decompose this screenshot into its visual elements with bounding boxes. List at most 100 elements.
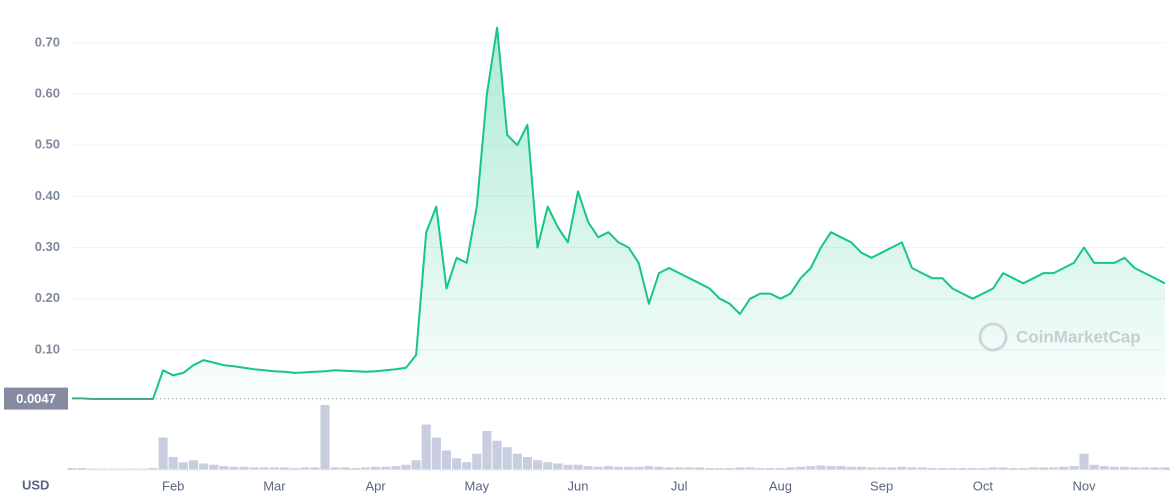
- volume-bar: [968, 468, 978, 470]
- currency-label: USD: [22, 477, 49, 492]
- volume-bar: [917, 467, 927, 470]
- volume-bar: [613, 466, 624, 470]
- volume-bar: [360, 467, 371, 470]
- volume-bar: [543, 462, 553, 470]
- volume-bar: [1059, 466, 1069, 470]
- volume-bar: [603, 466, 613, 470]
- volume-bar: [745, 467, 755, 470]
- volume-bar: [947, 468, 958, 470]
- baseline-box: [4, 387, 68, 410]
- volume-bar: [462, 462, 472, 470]
- volume-bar: [674, 467, 684, 470]
- y-tick-label: 0.20: [35, 290, 60, 305]
- volume-bar: [958, 468, 968, 470]
- volume-bar: [1069, 466, 1079, 470]
- volume-bar: [239, 466, 249, 470]
- volume-bar: [856, 466, 866, 470]
- volume-bar: [279, 467, 290, 470]
- volume-bar: [441, 450, 452, 470]
- volume-bar: [492, 440, 502, 470]
- volume-bar: [512, 453, 522, 470]
- volume-bar: [715, 468, 725, 470]
- volume-bar: [330, 467, 340, 470]
- price-line: [72, 26, 1166, 400]
- volume-bar: [148, 468, 158, 470]
- x-tick-label: Aug: [769, 478, 792, 493]
- volume-bar: [1049, 467, 1059, 470]
- volume-bar: [97, 468, 107, 470]
- volume-bar: [1089, 464, 1099, 470]
- x-tick-label: Jun: [568, 478, 589, 493]
- y-tick-label: 0.40: [35, 188, 60, 203]
- volume-bar: [877, 467, 887, 470]
- volume-bar: [431, 437, 441, 470]
- volume-bar: [199, 463, 209, 470]
- volume-bar: [522, 457, 532, 470]
- volume-bar: [229, 466, 239, 470]
- volume-bar: [897, 466, 907, 470]
- volume-bar: [887, 467, 897, 470]
- volume-bar: [77, 468, 87, 470]
- volume-bar: [624, 466, 634, 470]
- volume-bar: [128, 468, 138, 470]
- volume-bar: [269, 467, 279, 470]
- volume-bar: [634, 466, 644, 470]
- volume-bar: [209, 464, 219, 470]
- volume-bar: [927, 468, 937, 470]
- volume-bar: [381, 466, 391, 470]
- volume-bar: [320, 405, 330, 470]
- volume-bar: [1119, 466, 1130, 470]
- volume-bar: [452, 458, 462, 470]
- volume-bar: [998, 467, 1008, 470]
- volume-bar: [421, 424, 431, 470]
- x-tick-label: Apr: [365, 478, 386, 493]
- volume-bar: [583, 466, 593, 470]
- plot: 0.10 0.20 0.30 0.40 0.50 0.60 0.70 0.0047 Feb Mar…: [4, 26, 1170, 493]
- volume-bar: [340, 467, 350, 470]
- volume-bar: [735, 467, 745, 470]
- x-tick-label: Nov: [1072, 478, 1096, 493]
- volume-bar: [1008, 468, 1018, 470]
- y-tick-label: 0.10: [35, 341, 60, 356]
- y-tick-label: 0.70: [35, 34, 60, 49]
- volume-bar: [684, 467, 694, 470]
- volume-bar: [836, 466, 846, 470]
- x-tick-label: Sep: [870, 478, 893, 493]
- volume-bar: [168, 457, 178, 470]
- volume-bar: [755, 468, 765, 470]
- volume-bar: [785, 467, 796, 470]
- volume-bar: [1109, 466, 1119, 470]
- y-tick-label: 0.60: [35, 86, 60, 101]
- volume-bar: [401, 464, 411, 470]
- volume-bar: [310, 467, 320, 470]
- volume-bar: [107, 468, 118, 470]
- volume-bar: [472, 453, 482, 470]
- baseline-label: 0.0047: [16, 391, 56, 406]
- volume-bar: [178, 462, 188, 470]
- volume-bar: [563, 464, 573, 470]
- volume-bar: [593, 466, 603, 470]
- volume-bar: [118, 468, 128, 470]
- volume-bar: [1150, 467, 1160, 470]
- x-tick-label: May: [465, 478, 490, 493]
- volume-bar: [937, 468, 947, 470]
- volume-bar: [866, 467, 877, 470]
- volume-bar: [371, 466, 381, 470]
- volume-bar: [553, 463, 563, 470]
- volume-bar: [1039, 467, 1049, 470]
- price-area: [72, 27, 1165, 401]
- x-tick-label: Feb: [162, 478, 184, 493]
- volume-bar: [846, 466, 856, 470]
- volume-bar: [705, 468, 715, 470]
- volume-bar: [532, 460, 543, 470]
- volume-bar: [188, 460, 198, 470]
- x-tick-label: Oct: [973, 478, 994, 493]
- volume-bar: [1140, 467, 1150, 470]
- volume-bar: [765, 468, 775, 470]
- volume-bar: [573, 464, 583, 470]
- volume-bar: [259, 467, 269, 470]
- volume-bar: [249, 467, 259, 470]
- volume-bar: [796, 466, 806, 470]
- x-tick-label: Mar: [263, 478, 286, 493]
- volume-bar: [482, 431, 492, 470]
